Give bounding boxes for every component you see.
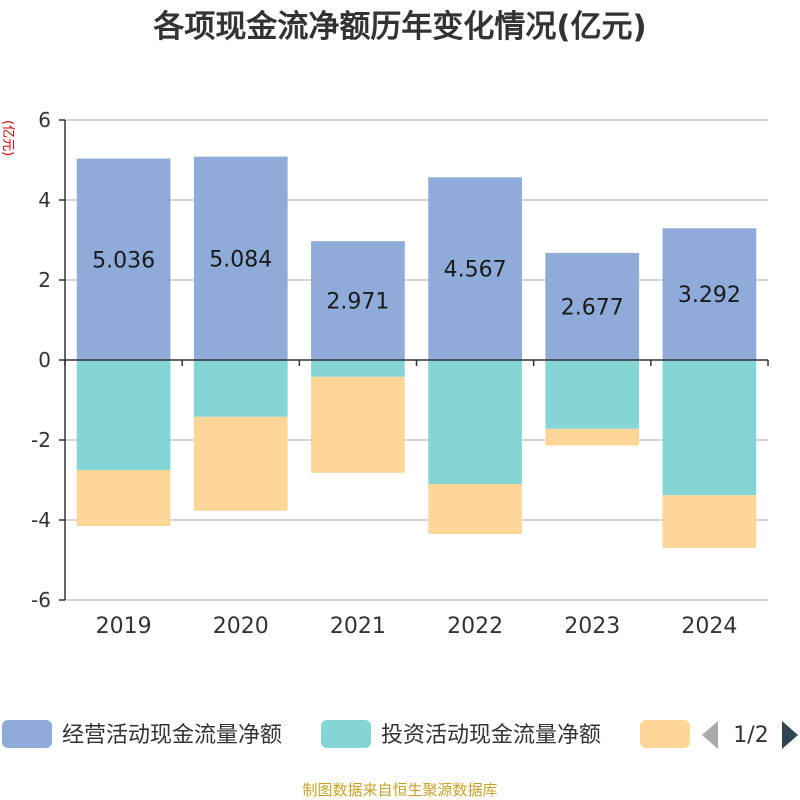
y-tick-label: 6 xyxy=(38,108,51,132)
bar-2022-series-1 xyxy=(428,360,522,484)
y-tick-label: -6 xyxy=(31,588,51,612)
bar-2022-series-0 xyxy=(428,177,522,360)
bar-2024-series-1 xyxy=(662,360,757,496)
x-tick-label: 2024 xyxy=(681,614,737,639)
y-tick-label: 4 xyxy=(38,188,51,212)
bar-2022-series-2 xyxy=(428,484,522,534)
chart-title: 各项现金流净额历年变化情况(亿元) xyxy=(152,9,646,45)
bar-2024-series-2 xyxy=(662,495,757,548)
bar-2020-series-2 xyxy=(193,416,288,511)
legend-swatch-2 xyxy=(640,720,690,748)
y-tick-label: -4 xyxy=(31,508,51,532)
y-tick-label: 2 xyxy=(38,268,51,292)
bar-value-label: 2.971 xyxy=(326,290,389,315)
bar-value-label: 5.084 xyxy=(209,247,272,272)
bar-value-label: 4.567 xyxy=(444,258,507,283)
bar-2019-series-2 xyxy=(76,470,171,526)
bar-value-label: 2.677 xyxy=(561,295,624,320)
legend-swatch-1 xyxy=(321,720,371,748)
bar-2023-series-2 xyxy=(545,428,640,446)
x-tick-label: 2019 xyxy=(96,614,152,639)
axes: 6 4 2 0 -2 -4 -6 2019 2020 2021 2022 2023 2024 xyxy=(31,108,769,639)
bar-2023-series-0 xyxy=(545,252,640,360)
labels: 5.036 5.084 2.971 4.567 2.677 3.292 xyxy=(92,247,741,320)
bars xyxy=(76,156,757,548)
y-tick-label: -2 xyxy=(31,428,51,452)
y-tick-label: 0 xyxy=(38,348,51,372)
x-tick-label: 2021 xyxy=(330,614,386,639)
bar-2021-series-0 xyxy=(311,241,405,360)
legend-swatch-0 xyxy=(2,720,52,748)
bar-2019-series-0 xyxy=(76,158,171,360)
bar-2021-series-2 xyxy=(311,376,405,473)
legend: 经营活动现金流量净额 投资活动现金流量净额 1/2 xyxy=(2,720,798,749)
legend-prev-icon xyxy=(702,721,718,749)
x-tick-label: 2022 xyxy=(447,614,503,639)
legend-label-1: 投资活动现金流量净额 xyxy=(381,723,601,748)
legend-page-indicator: 1/2 xyxy=(733,723,768,748)
grid-lines xyxy=(65,119,768,601)
bar-value-label: 3.292 xyxy=(678,283,741,308)
data-source: 制图数据来自恒生聚源数据库 xyxy=(302,781,497,799)
x-tick-label: 2023 xyxy=(564,614,620,639)
bar-2021-series-1 xyxy=(311,360,405,377)
bar-2019-series-1 xyxy=(76,360,171,470)
bar-value-label: 5.036 xyxy=(92,248,155,273)
x-tick-label: 2020 xyxy=(213,614,269,639)
legend-next-icon xyxy=(782,721,798,749)
bar-2023-series-1 xyxy=(545,360,640,429)
bar-2020-series-1 xyxy=(193,360,288,417)
bar-2020-series-0 xyxy=(193,156,288,360)
bar-2024-series-0 xyxy=(662,228,757,360)
y-unit-label: (亿元) xyxy=(0,120,15,156)
legend-label-0: 经营活动现金流量净额 xyxy=(62,723,282,748)
